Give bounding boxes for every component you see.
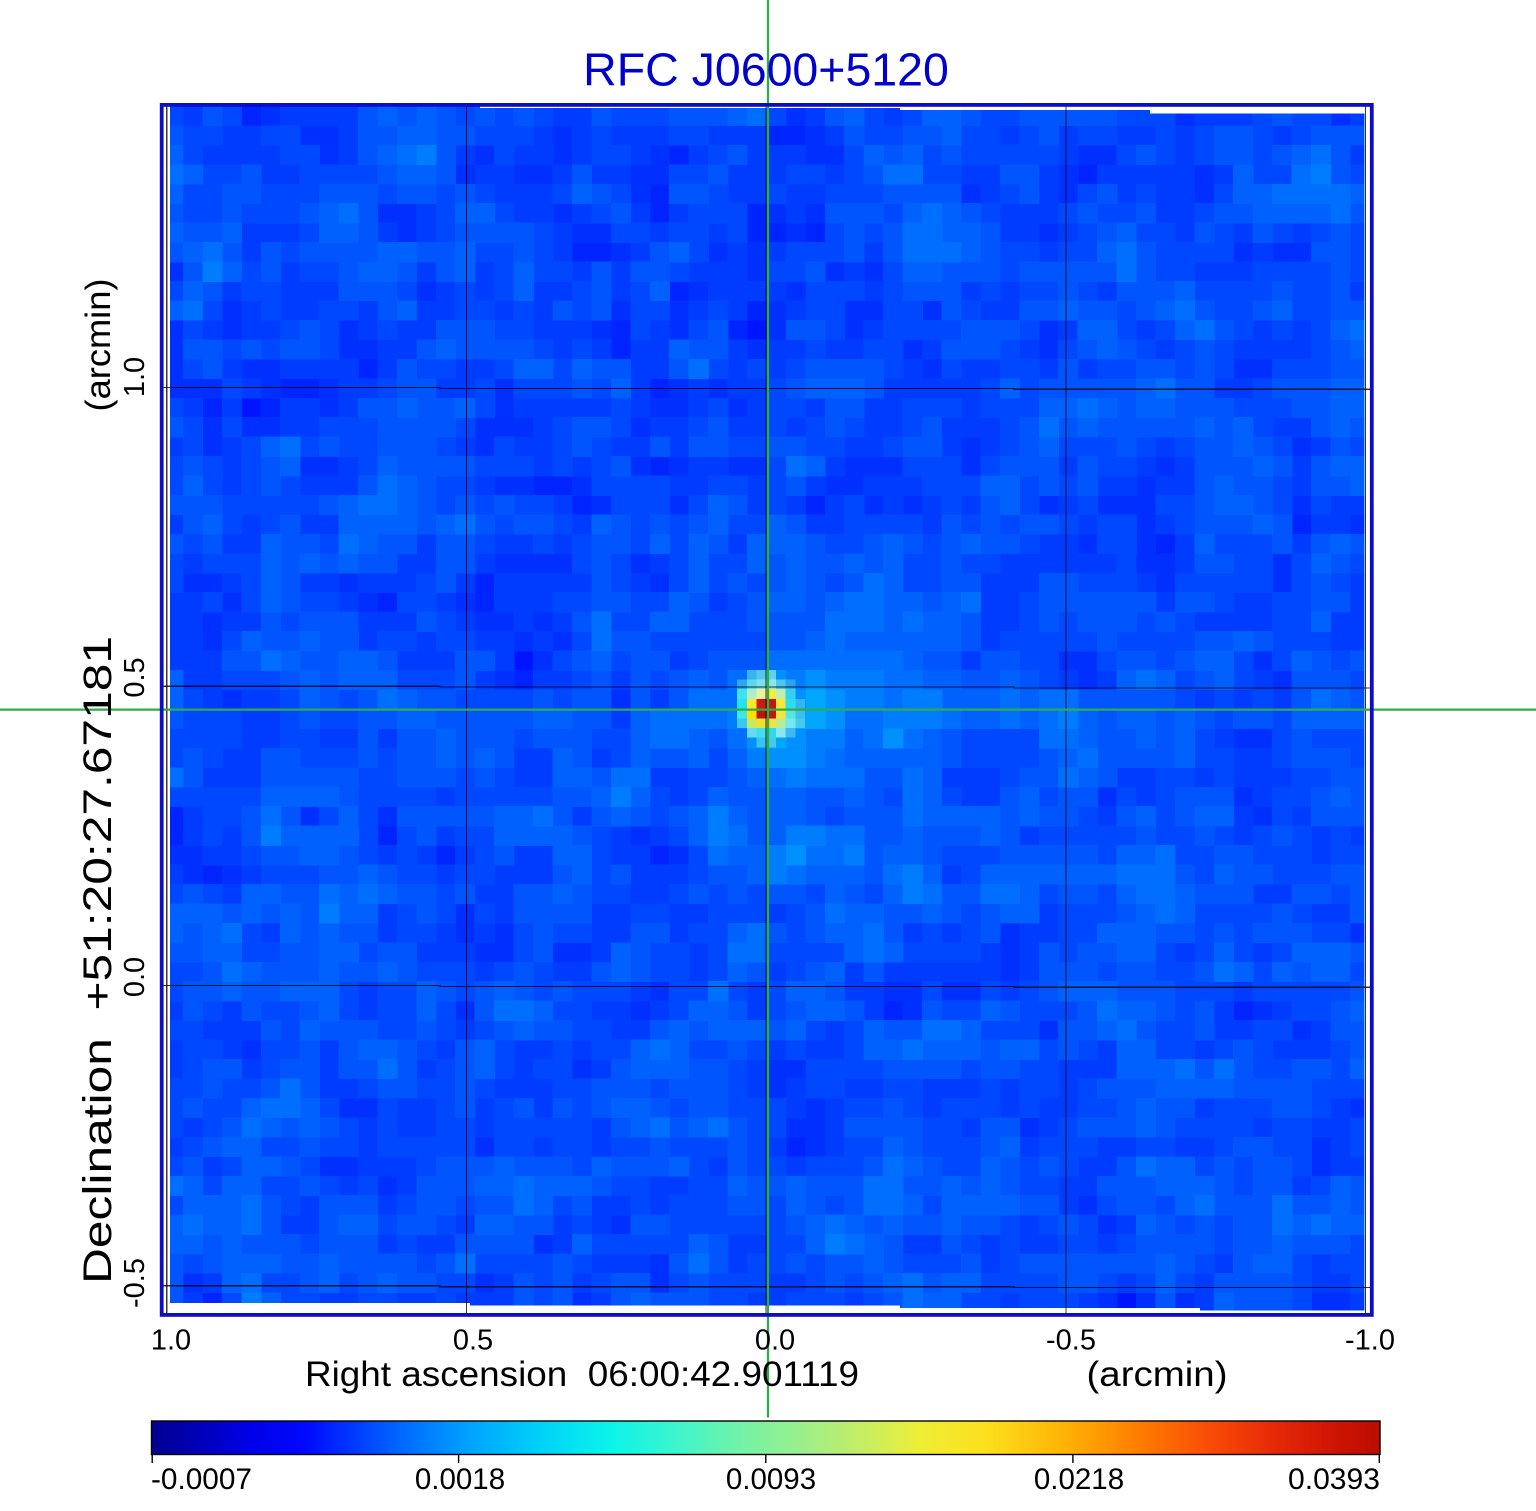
svg-text:0.5: 0.5 xyxy=(453,1325,493,1357)
svg-text:Right ascension 06:00:42.9011: Right ascension 06:00:42.901119 xyxy=(305,1355,859,1394)
svg-text:1.0: 1.0 xyxy=(151,1325,191,1357)
svg-text:0.0393: 0.0393 xyxy=(1288,1463,1380,1496)
svg-text:-1.0: -1.0 xyxy=(1345,1325,1395,1357)
svg-text:0.0018: 0.0018 xyxy=(415,1463,505,1496)
svg-text:0.0: 0.0 xyxy=(755,1325,795,1357)
svg-text:Declination +51:20:27.67181: Declination +51:20:27.67181 xyxy=(76,636,120,1284)
svg-text:RFC J0600+5120: RFC J0600+5120 xyxy=(583,44,949,96)
svg-text:(arcmin): (arcmin) xyxy=(79,279,118,412)
svg-text:1.0: 1.0 xyxy=(119,357,151,397)
svg-text:0.0218: 0.0218 xyxy=(1034,1463,1124,1496)
svg-text:0.0: 0.0 xyxy=(119,957,151,997)
svg-text:-0.5: -0.5 xyxy=(119,1258,151,1308)
svg-text:0.0093: 0.0093 xyxy=(726,1463,816,1496)
svg-text:-0.5: -0.5 xyxy=(1046,1325,1096,1357)
svg-text:0.5: 0.5 xyxy=(119,657,151,697)
svg-text:-0.0007: -0.0007 xyxy=(151,1463,252,1496)
svg-text:(arcmin): (arcmin) xyxy=(1087,1355,1228,1394)
